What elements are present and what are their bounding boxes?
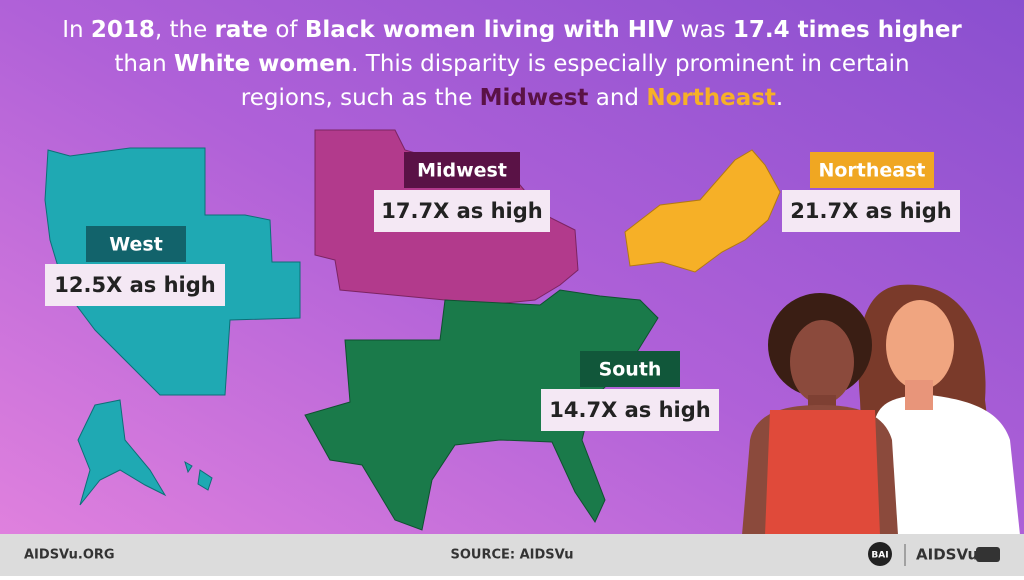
text: Northeast (646, 85, 776, 111)
text: . (776, 85, 783, 111)
text: than (114, 51, 174, 77)
region-name: South (599, 359, 662, 381)
top (765, 410, 880, 535)
logo-icon (976, 547, 1000, 562)
source: SOURCE: AIDSVu (450, 548, 573, 563)
label-header (810, 152, 934, 188)
illustration (742, 284, 1020, 535)
label-box (541, 389, 719, 431)
text: rate (215, 17, 268, 43)
hawaii (184, 460, 193, 474)
region-disparity: 14.7X as high (549, 398, 710, 422)
logo-text: AIDSVu (916, 546, 978, 564)
region-label: Midwest 17.7X as high (374, 152, 550, 232)
region-name: West (109, 234, 163, 256)
face (886, 300, 954, 390)
text: 17.4 times higher (733, 17, 963, 43)
south-region (304, 289, 659, 531)
text: regions, such as the (241, 85, 480, 111)
region-label: West 12.5X as high (45, 226, 225, 306)
text: Midwest (480, 85, 589, 111)
neck (905, 380, 933, 410)
label-box (374, 190, 550, 232)
website[interactable]: AIDSVu.ORG (24, 548, 115, 563)
headline-line: In 2018, the rate of Black women living … (62, 17, 962, 43)
region-name: Midwest (417, 160, 507, 182)
headline-line: regions, such as the Midwest and Northea… (241, 85, 783, 111)
label-box (782, 190, 960, 232)
text: , the (155, 17, 215, 43)
region-label: Northeast 21.7X as high (782, 152, 960, 232)
label-header (580, 351, 680, 387)
text: 2018 (91, 17, 155, 43)
logo-text: BAI (871, 551, 888, 561)
footer-bar (0, 534, 1024, 576)
text: was (673, 17, 733, 43)
region-name: Northeast (818, 160, 925, 182)
region-label: South 14.7X as high (541, 351, 719, 431)
alaska (77, 399, 167, 506)
hawaii (197, 469, 213, 491)
text: . This disparity is especially prominent… (351, 51, 909, 77)
logo-badge (868, 542, 892, 566)
text: White women (174, 51, 351, 77)
headline-line: than White women. This disparity is espe… (114, 51, 909, 77)
text: of (268, 17, 305, 43)
region-disparity: 21.7X as high (790, 199, 951, 223)
label-header (86, 226, 186, 262)
northeast-region (624, 149, 781, 273)
text: In (62, 17, 91, 43)
text: and (588, 85, 646, 111)
label-header (404, 152, 520, 188)
region-disparity: 12.5X as high (54, 273, 215, 297)
shirt (865, 395, 1020, 535)
text: Black women living with HIV (305, 17, 674, 43)
face (790, 320, 854, 404)
label-box (45, 264, 225, 306)
region-disparity: 17.7X as high (381, 199, 542, 223)
